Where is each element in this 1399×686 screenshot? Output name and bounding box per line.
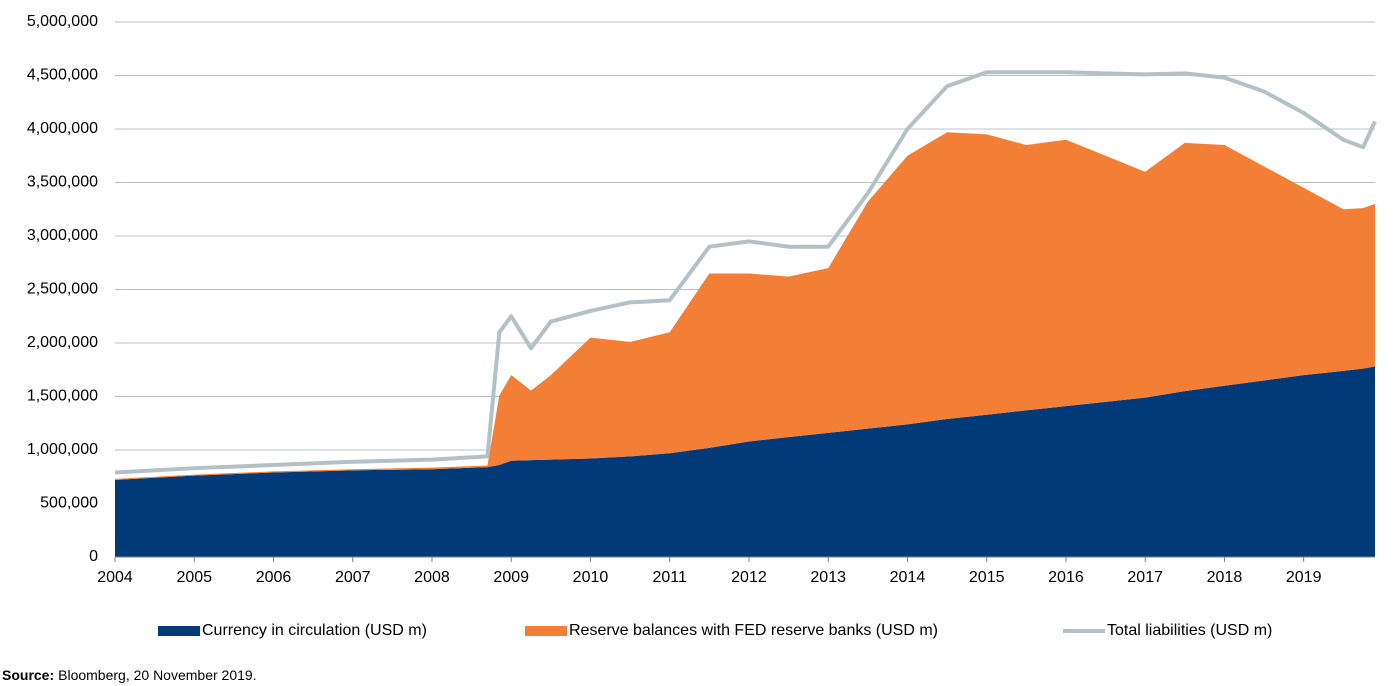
x-tick-label: 2014 xyxy=(890,569,926,586)
y-tick-label: 4,500,000 xyxy=(27,67,98,84)
x-tick-label: 2006 xyxy=(256,569,292,586)
y-tick-label: 1,500,000 xyxy=(27,388,98,405)
area xyxy=(115,132,1375,480)
source: Source: Bloomberg, 20 November 2019. xyxy=(2,667,257,683)
x-tick-label: 2010 xyxy=(573,569,609,586)
x-tick-label: 2017 xyxy=(1127,569,1163,586)
x-tick-label: 2005 xyxy=(176,569,212,586)
y-tick-label: 500,000 xyxy=(40,495,98,512)
legend-label: Total liabilities (USD m) xyxy=(1107,622,1272,639)
y-tick-label: 5,000,000 xyxy=(27,13,98,30)
area xyxy=(115,366,1375,557)
y-tick-label: 1,000,000 xyxy=(27,441,98,458)
x-tick-label: 2011 xyxy=(653,569,688,586)
legend-swatch xyxy=(525,626,567,636)
y-tick-label: 2,500,000 xyxy=(27,281,98,298)
x-tick-label: 2016 xyxy=(1048,569,1084,586)
y-tick-label: 3,000,000 xyxy=(27,227,98,244)
line xyxy=(114,70,1377,475)
source-text: Bloomberg, 20 November 2019. xyxy=(58,667,256,683)
x-tick-label: 2018 xyxy=(1207,569,1243,586)
x-tick-label: 2019 xyxy=(1286,569,1322,586)
legend-label: Currency in circulation (USD m) xyxy=(202,622,427,639)
y-tick-label: 4,000,000 xyxy=(27,120,98,137)
x-tick-label: 2012 xyxy=(731,569,767,586)
x-tick-label: 2004 xyxy=(97,569,133,586)
y-tick-label: 3,500,000 xyxy=(27,174,98,191)
x-tick-label: 2009 xyxy=(493,569,529,586)
source-label: Source: xyxy=(2,667,54,683)
x-tick-label: 2008 xyxy=(414,569,450,586)
x-tick-label: 2013 xyxy=(810,569,846,586)
legend-label: Reserve balances with FED reserve banks … xyxy=(569,622,938,639)
y-tick-label: 2,000,000 xyxy=(27,334,98,351)
x-tick-label: 2007 xyxy=(335,569,371,586)
legend-swatch xyxy=(158,626,200,636)
y-tick-label: 0 xyxy=(89,548,98,565)
x-tick-label: 2015 xyxy=(969,569,1005,586)
